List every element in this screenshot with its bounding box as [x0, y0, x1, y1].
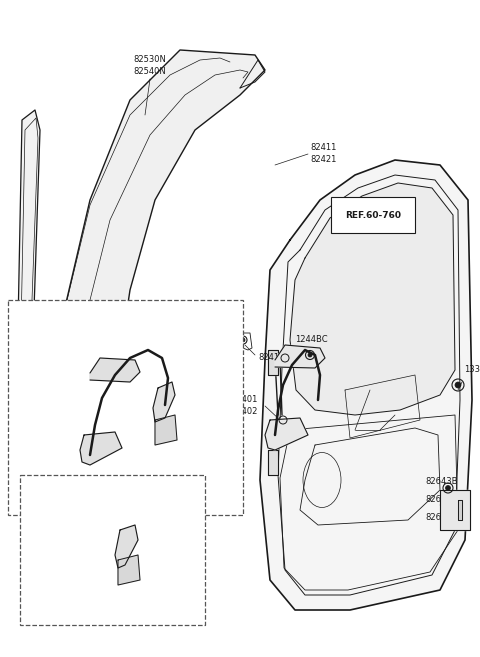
- Text: REF.60-760: REF.60-760: [345, 210, 401, 219]
- Text: 82540N: 82540N: [133, 68, 167, 76]
- Text: 82411: 82411: [310, 143, 336, 152]
- Polygon shape: [268, 450, 278, 475]
- Polygon shape: [40, 50, 265, 495]
- Text: 82530N: 82530N: [133, 55, 167, 64]
- Polygon shape: [80, 432, 122, 465]
- Circle shape: [455, 382, 461, 388]
- Text: 1244BC: 1244BC: [295, 336, 328, 344]
- Circle shape: [445, 486, 451, 491]
- Polygon shape: [268, 350, 278, 375]
- FancyBboxPatch shape: [8, 300, 243, 515]
- Polygon shape: [155, 415, 177, 445]
- Polygon shape: [260, 160, 472, 610]
- Polygon shape: [290, 183, 455, 415]
- Text: 82421: 82421: [310, 156, 336, 164]
- Text: (W/POWER WINDOW): (W/POWER WINDOW): [80, 304, 170, 313]
- Polygon shape: [275, 345, 325, 368]
- Text: 82460C: 82460C: [190, 409, 222, 419]
- Text: 82404: 82404: [120, 336, 146, 344]
- Text: 82401: 82401: [232, 396, 258, 405]
- Polygon shape: [15, 110, 40, 490]
- Circle shape: [241, 338, 245, 342]
- Polygon shape: [440, 490, 470, 530]
- Polygon shape: [265, 418, 308, 450]
- Text: (W/SAFETY WINDOW): (W/SAFETY WINDOW): [68, 478, 158, 487]
- Polygon shape: [115, 525, 138, 568]
- Polygon shape: [90, 358, 140, 382]
- Polygon shape: [118, 555, 140, 585]
- Text: 82413B: 82413B: [176, 373, 208, 382]
- Circle shape: [59, 442, 65, 448]
- Text: 1339CC: 1339CC: [464, 365, 480, 374]
- Polygon shape: [153, 382, 175, 422]
- Text: 82643B: 82643B: [425, 478, 457, 486]
- Circle shape: [197, 355, 203, 361]
- Circle shape: [51, 556, 59, 564]
- Text: 82424C: 82424C: [42, 424, 74, 432]
- Text: 82450C: 82450C: [190, 397, 222, 407]
- FancyBboxPatch shape: [20, 475, 205, 625]
- Text: 82450L: 82450L: [103, 583, 133, 593]
- Text: 82630: 82630: [425, 514, 452, 522]
- Text: 82412: 82412: [258, 353, 284, 363]
- Text: 82641: 82641: [425, 495, 452, 505]
- Text: 82409: 82409: [60, 526, 86, 535]
- Polygon shape: [458, 500, 462, 520]
- Text: 82402: 82402: [232, 407, 258, 417]
- Circle shape: [308, 353, 312, 357]
- Text: 82403: 82403: [120, 323, 146, 332]
